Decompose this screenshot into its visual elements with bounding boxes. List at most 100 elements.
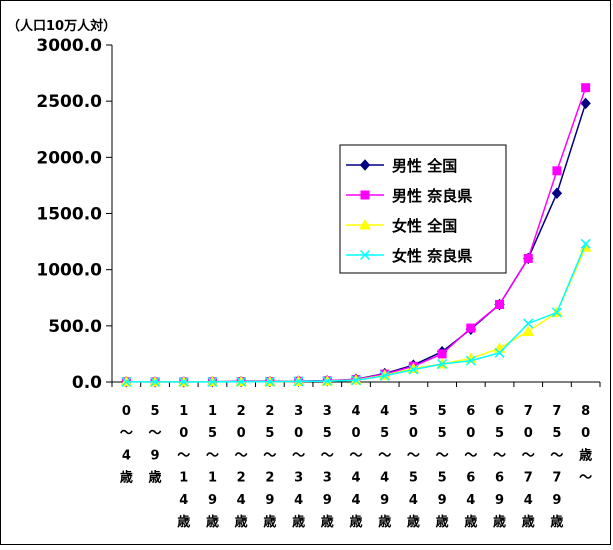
x-tick-char: ～ <box>149 426 162 441</box>
y-tick-label: 2000.0 <box>36 148 102 168</box>
legend-label: 男性 全国 <box>392 157 457 175</box>
data-point <box>350 375 362 386</box>
x-tick-char: 5 <box>151 404 160 419</box>
data-point <box>495 299 505 309</box>
marker-stroke <box>465 355 476 366</box>
x-tick-char: 歳 <box>177 514 190 530</box>
x-tick-label: 0 ～ 4 歳 <box>120 404 133 486</box>
x-tick-char: 1 <box>179 404 188 419</box>
x-tick-char: ～ <box>493 448 506 463</box>
data-point <box>551 307 562 318</box>
marker-stroke <box>523 318 534 329</box>
x-tick-char: ～ <box>177 448 190 463</box>
x-tick-char: ～ <box>263 448 276 463</box>
x-tick-char: 4 <box>351 404 360 419</box>
x-tick-char: 0 <box>351 426 360 441</box>
marker-stroke <box>264 376 275 387</box>
x-tick-char: 7 <box>524 404 533 419</box>
x-tick-char: 1 <box>208 404 217 419</box>
data-point <box>408 364 419 375</box>
marker-stroke <box>293 376 304 387</box>
marker-stroke <box>322 376 333 387</box>
x-tick-char: ～ <box>235 448 248 463</box>
data-point <box>552 166 562 176</box>
data-point <box>522 325 535 336</box>
x-tick-char: 2 <box>265 404 274 419</box>
x-tick-char: 0 <box>524 426 533 441</box>
data-point <box>264 376 275 387</box>
x-tick-char: 9 <box>380 493 389 508</box>
x-tick-char: ～ <box>349 448 362 463</box>
legend-item: 女性 全国 <box>346 217 457 235</box>
marker-stroke <box>350 375 362 386</box>
data-point <box>581 83 591 93</box>
x-tick-char: ～ <box>407 448 420 463</box>
legend-marker <box>359 159 371 171</box>
x-tick-label: 4 5 ～ 4 9 歳 <box>378 404 391 530</box>
x-tick-char: 9 <box>552 493 561 508</box>
x-tick-char: 5 <box>380 426 389 441</box>
legend-item: 男性 全国 <box>346 157 457 175</box>
legend-label: 女性 奈良県 <box>392 247 472 265</box>
x-tick-char: 2 <box>237 404 246 419</box>
x-tick-char: ～ <box>206 448 219 463</box>
legend-label: 女性 全国 <box>392 217 457 235</box>
marker-stroke <box>359 249 371 261</box>
x-tick-char: 歳 <box>522 514 535 530</box>
x-tick-char: 4 <box>179 493 188 508</box>
legend-item: 男性 奈良県 <box>346 187 472 205</box>
data-point <box>121 376 132 387</box>
y-tick-label: 1000.0 <box>36 261 102 281</box>
y-tick-label: 3000.0 <box>36 36 102 56</box>
x-tick-char: 6 <box>466 471 475 486</box>
x-tick-label: 6 5 ～ 6 9 歳 <box>493 404 506 530</box>
x-tick-label: 1 5 ～ 1 9 歳 <box>206 404 219 530</box>
x-tick-char: 4 <box>380 404 389 419</box>
x-tick-char: ～ <box>464 448 477 463</box>
x-tick-char: 歳 <box>550 514 563 530</box>
y-tick-label: 0.0 <box>72 373 102 393</box>
x-tick-char: 4 <box>351 471 360 486</box>
x-tick-char: 0 <box>122 404 131 419</box>
x-tick-char: 6 <box>495 471 504 486</box>
x-tick-label: 6 0 ～ 6 4 歳 <box>464 404 477 530</box>
y-tick-label: 2500.0 <box>36 92 102 112</box>
x-tick-label: 2 0 ～ 2 4 歳 <box>235 404 248 530</box>
x-tick-char: 0 <box>409 426 418 441</box>
x-tick-char: 7 <box>552 404 561 419</box>
x-tick-label: 7 5 ～ 7 9 歳 <box>550 404 563 530</box>
x-tick-char: 歳 <box>292 514 305 530</box>
x-tick-char: 7 <box>552 471 561 486</box>
data-point <box>580 97 591 110</box>
x-tick-char: ～ <box>321 448 334 463</box>
x-tick-char: 歳 <box>378 514 391 530</box>
x-tick-char: 歳 <box>263 514 276 530</box>
x-tick-char: 歳 <box>120 470 133 486</box>
x-tick-char: 0 <box>294 426 303 441</box>
x-tick-label: 1 0 ～ 1 4 歳 <box>177 404 190 530</box>
x-tick-char: 歳 <box>493 514 506 530</box>
legend-marker <box>360 190 370 200</box>
series-4 <box>121 238 591 387</box>
x-tick-char: 9 <box>151 448 160 463</box>
x-tick-char: 4 <box>380 471 389 486</box>
x-tick-char: 歳 <box>579 447 592 463</box>
x-tick-char: 7 <box>524 471 533 486</box>
x-tick-char: 4 <box>466 493 475 508</box>
x-tick-label: 5 0 ～ 5 4 歳 <box>407 404 420 530</box>
x-tick-label: 5 5 ～ 5 9 歳 <box>436 404 449 530</box>
data-point <box>207 376 218 387</box>
x-tick-char: 9 <box>323 493 332 508</box>
data-point <box>493 342 506 353</box>
x-tick-char: ～ <box>436 448 449 463</box>
unit-label: （人口10万人対） <box>7 18 116 34</box>
marker-stroke <box>150 376 161 387</box>
x-tick-char: ～ <box>579 471 592 486</box>
legend-label: 男性 奈良県 <box>392 187 472 205</box>
x-tick-char: 5 <box>323 426 332 441</box>
x-tick-char: 2 <box>265 471 274 486</box>
data-point <box>437 349 447 359</box>
x-tick-label: 8 0 歳 ～ <box>579 404 592 486</box>
x-tick-char: 4 <box>237 493 246 508</box>
